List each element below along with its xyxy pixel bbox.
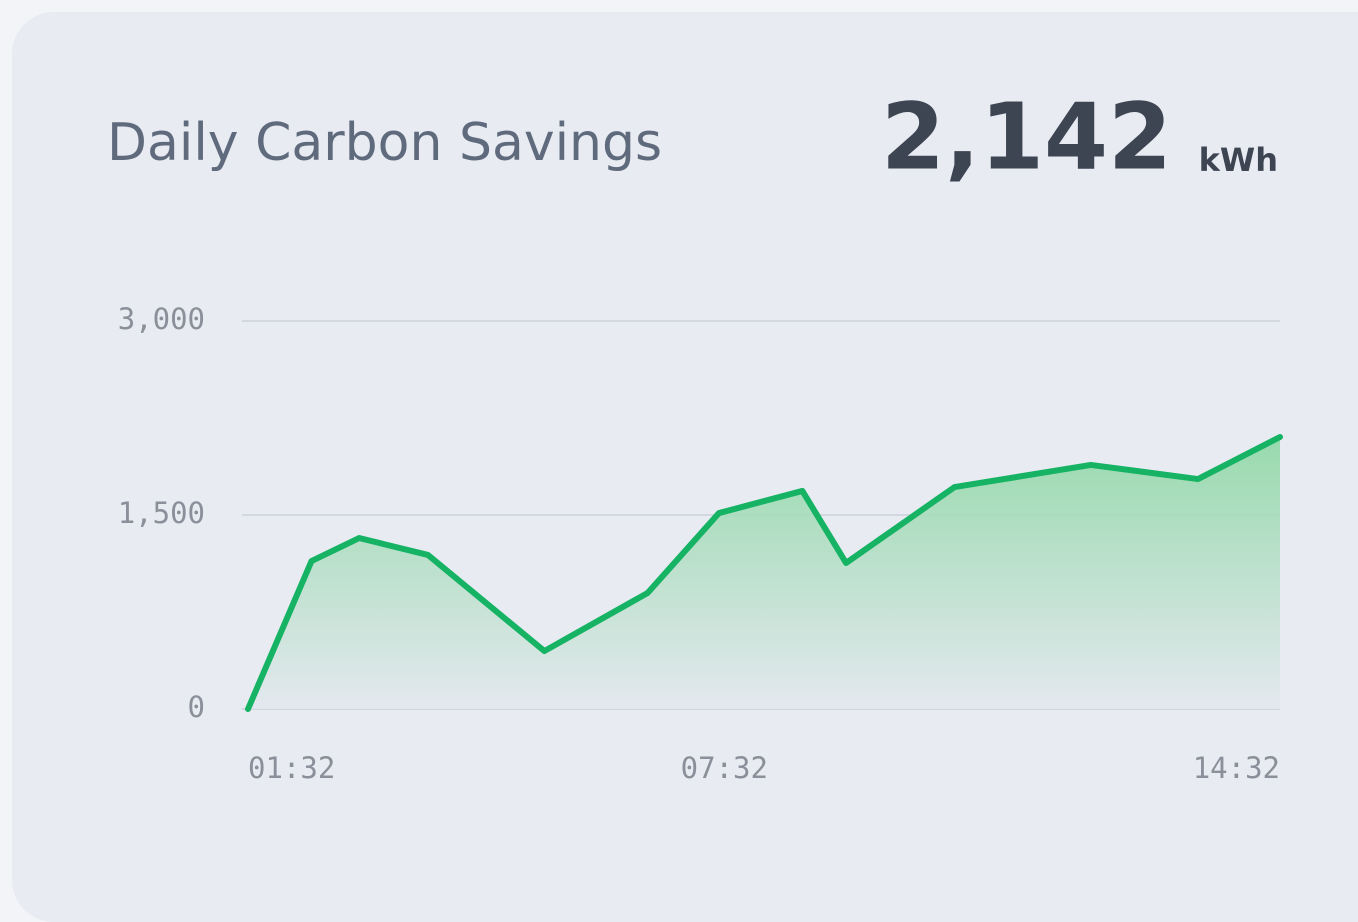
- headline-unit: kWh: [1199, 141, 1278, 179]
- area: [248, 437, 1280, 709]
- y-tick-label: 0: [188, 690, 205, 724]
- y-tick-label: 1,500: [118, 496, 205, 530]
- chart-title: Daily Carbon Savings: [107, 113, 662, 173]
- y-tick-label: 3,000: [118, 302, 205, 336]
- headline-value: 2,142: [881, 83, 1172, 190]
- line: [245, 434, 1283, 712]
- x-tick-label: 07:32: [681, 751, 768, 785]
- x-tick-label: 01:32: [248, 751, 335, 785]
- x-tick-label: 14:32: [1193, 751, 1280, 785]
